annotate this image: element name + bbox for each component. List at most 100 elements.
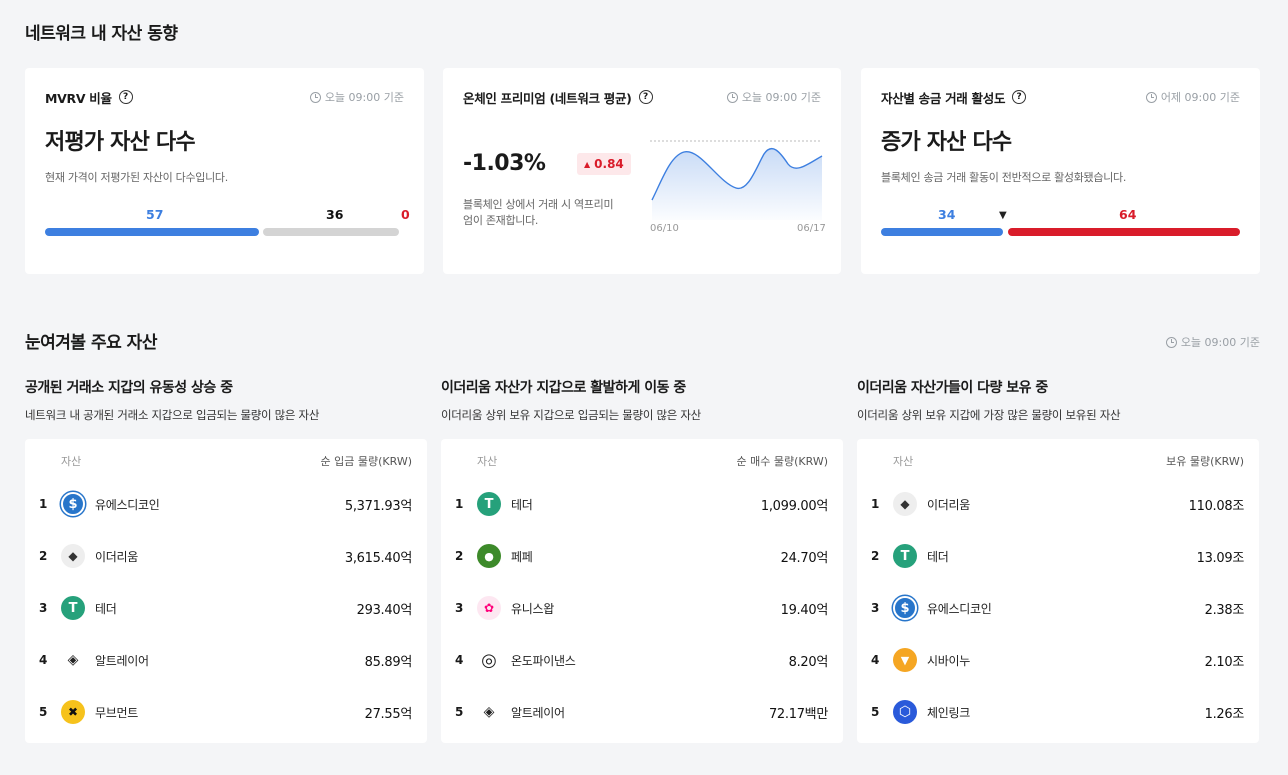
uniswap-icon: ✿	[477, 596, 501, 620]
rank: 5	[455, 705, 464, 719]
asset-name: 테더	[511, 497, 533, 512]
tether-icon: T	[61, 596, 85, 620]
transfer-headline: 증가 자산 다수	[881, 130, 1012, 155]
mvrv-headline: 저평가 자산 다수	[45, 130, 196, 155]
col-value[interactable]: 순 입금 물량(KRW)	[320, 455, 412, 468]
premium-card-header: 온체인 프리미엄 (네트워크 평균) ? 오늘 09:00 기준	[463, 88, 821, 106]
premium-change-value: 0.84	[594, 157, 624, 171]
table-row[interactable]: 4 ◈ 알트레이어 85.89억	[39, 647, 412, 673]
asset-name: 테더	[927, 549, 949, 564]
col-asset: 자산	[893, 455, 914, 468]
panel-2-table: 자산 순 매수 물량(KRW) 1 T 테더 1,099.00억 2 ● 페페 24.70억…	[441, 439, 843, 743]
table-row[interactable]: 5 ⬡ 체인링크 1.26조	[871, 699, 1244, 725]
asset-name: 유니스왑	[511, 601, 554, 616]
premium-description-line1: 블록체인 상에서 거래 시 역프리미	[463, 198, 614, 211]
asset-value: 293.40억	[356, 602, 413, 618]
col-value[interactable]: 보유 물량(KRW)	[1166, 455, 1244, 468]
ondo-icon: ◎	[477, 648, 501, 672]
tether-icon: T	[893, 544, 917, 568]
rank: 1	[39, 497, 48, 511]
table-row[interactable]: 2 T 테더 13.09조	[871, 543, 1244, 569]
mvrv-card[interactable]: MVRV 비율 ? 오늘 09:00 기준 저평가 자산 다수 현재 가격이 저…	[25, 68, 424, 274]
transfer-card-header: 자산별 송금 거래 활성도 ? 어제 09:00 기준	[881, 88, 1240, 106]
asset-value: 1,099.00억	[760, 498, 828, 514]
help-icon[interactable]: ?	[118, 90, 133, 104]
asset-value: 2.38조	[1204, 602, 1245, 618]
clock-icon	[726, 91, 738, 103]
table-row[interactable]: 3 ✿ 유니스왑 19.40억	[455, 595, 828, 621]
chart-start-label: 06/10	[650, 223, 679, 234]
section-title-network-trend: 네트워크 내 자산 동향	[25, 24, 178, 44]
transfer-card[interactable]: 자산별 송금 거래 활성도 ? 어제 09:00 기준 증가 자산 다수 블록체…	[861, 68, 1260, 274]
asset-value: 27.55억	[364, 706, 413, 722]
transfer-decrease-count: 34	[938, 207, 956, 222]
table-row[interactable]: 3 $ 유에스디코인 2.38조	[871, 595, 1244, 621]
asset-name: 페페	[511, 549, 533, 564]
rank: 1	[455, 497, 464, 511]
asset-name: 유에스디코인	[95, 497, 160, 512]
timestamp-text: 오늘 09:00 기준	[741, 91, 821, 104]
rank: 5	[39, 705, 48, 719]
ethereum-icon: ◆	[893, 492, 917, 516]
table-row[interactable]: 2 ◆ 이더리움 3,615.40억	[39, 543, 412, 569]
timestamp: 오늘 09:00 기준	[309, 89, 404, 105]
help-icon[interactable]: ?	[1012, 90, 1027, 104]
section-title-watch-assets: 눈여겨볼 주요 자산	[25, 333, 157, 353]
table-row[interactable]: 3 T 테더 293.40억	[39, 595, 412, 621]
chainlink-icon: ⬡	[893, 700, 917, 724]
panel-2-title: 이더리움 자산가 지갑으로 활발하게 이동 중	[441, 380, 686, 396]
transfer-increase-bar	[1008, 228, 1240, 236]
panel-1-title: 공개된 거래소 지갑의 유동성 상승 중	[25, 380, 233, 396]
table-row[interactable]: 1 $ 유에스디코인 5,371.93억	[39, 491, 412, 517]
table-row[interactable]: 4 ◎ 온도파이낸스 8.20억	[455, 647, 828, 673]
tether-icon: T	[477, 492, 501, 516]
table-row[interactable]: 5 ✖ 무브먼트 27.55억	[39, 699, 412, 725]
asset-name: 체인링크	[927, 705, 970, 720]
panel-3-title: 이더리움 자산가들이 다량 보유 중	[857, 380, 1048, 396]
timestamp: 오늘 09:00 기준	[726, 89, 821, 105]
asset-name: 이더리움	[927, 497, 970, 512]
timestamp-text: 오늘 09:00 기준	[324, 91, 404, 104]
up-arrow-icon: ▲	[584, 159, 591, 169]
altlayer-icon: ◈	[61, 648, 85, 672]
table-row[interactable]: 1 T 테더 1,099.00억	[455, 491, 828, 517]
chart-line	[651, 148, 823, 201]
asset-value: 5,371.93억	[344, 498, 412, 514]
panel-3-table: 자산 보유 물량(KRW) 1 ◆ 이더리움 110.08조 2 T 테더 13.09조 3…	[857, 439, 1259, 743]
chart-end-label: 06/17	[797, 223, 826, 234]
table-row[interactable]: 5 ◈ 알트레이어 72.17백만	[455, 699, 828, 725]
asset-value: 8.20억	[788, 654, 829, 670]
table-header: 자산 순 매수 물량(KRW)	[477, 453, 828, 469]
rank: 4	[871, 653, 880, 667]
asset-value: 85.89억	[364, 654, 413, 670]
asset-value: 24.70억	[780, 550, 829, 566]
mvrv-undervalued-count: 57	[146, 207, 164, 222]
mvrv-neutral-count: 36	[326, 207, 344, 222]
table-row[interactable]: 1 ◆ 이더리움 110.08조	[871, 491, 1244, 517]
col-value[interactable]: 순 매수 물량(KRW)	[736, 455, 828, 468]
rank: 3	[871, 601, 880, 615]
rank: 3	[39, 601, 48, 615]
asset-value: 13.09조	[1196, 550, 1245, 566]
table-row[interactable]: 2 ● 페페 24.70억	[455, 543, 828, 569]
altlayer-icon: ◈	[477, 700, 501, 724]
mvrv-overvalued-count: 0	[401, 207, 410, 222]
premium-trend-chart	[650, 140, 823, 220]
chart-area	[652, 148, 822, 220]
shiba-inu-icon: ▼	[893, 648, 917, 672]
asset-value: 19.40억	[780, 602, 829, 618]
rank: 2	[455, 549, 464, 563]
mvrv-neutral-bar	[263, 228, 399, 236]
rank: 3	[455, 601, 464, 615]
premium-card[interactable]: 온체인 프리미엄 (네트워크 평균) ? 오늘 09:00 기준 -1.03% …	[443, 68, 841, 274]
mvrv-description: 현재 가격이 저평가된 자산이 다수입니다.	[45, 171, 228, 184]
clock-icon	[1165, 336, 1177, 348]
watch-timestamp: 오늘 09:00 기준	[1165, 334, 1260, 350]
help-icon[interactable]: ?	[638, 90, 653, 104]
panel-3-description: 이더리움 상위 보유 지갑에 가장 많은 물량이 보유된 자산	[857, 408, 1121, 422]
asset-name: 테더	[95, 601, 117, 616]
premium-title: 온체인 프리미엄 (네트워크 평균)	[463, 90, 632, 106]
asset-value: 72.17백만	[768, 706, 828, 722]
table-row[interactable]: 4 ▼ 시바이누 2.10조	[871, 647, 1244, 673]
rank: 4	[455, 653, 464, 667]
